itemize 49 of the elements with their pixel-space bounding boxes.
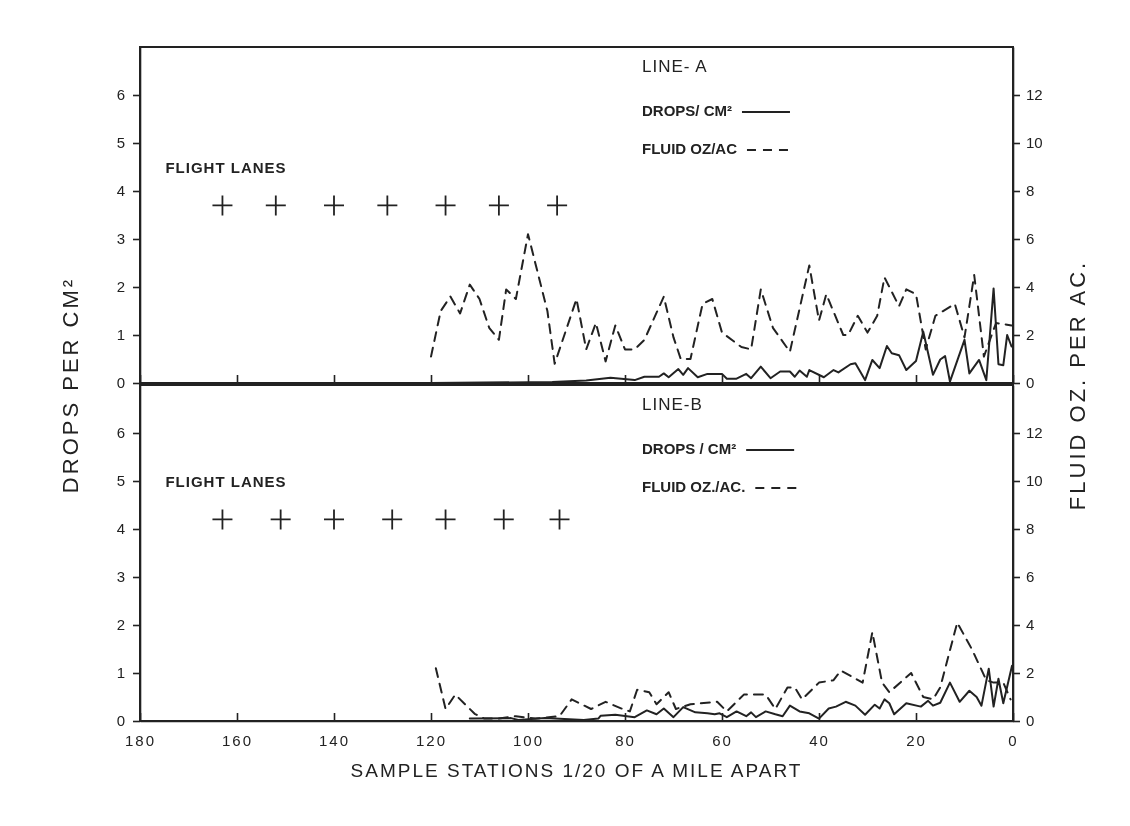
x-tick-label: 100	[512, 731, 545, 749]
x-tick-label: 20	[906, 731, 927, 749]
legend-label: FLUID OZ./AC.	[641, 478, 746, 495]
y2-tick-label: 12	[1026, 424, 1043, 442]
y-tick-label: 3	[116, 568, 125, 586]
y2-tick-label: 2	[1026, 664, 1035, 682]
y2-tick-label: 4	[1026, 616, 1035, 634]
legend-label: DROPS/ CM²	[641, 102, 732, 119]
x-tick-label: 160	[221, 731, 254, 749]
x-tick-label: 0	[1008, 731, 1019, 749]
legend-title: LINE- A	[641, 57, 708, 76]
y2-tick-label: 6	[1026, 230, 1035, 248]
x-tick-label: 180	[124, 731, 157, 749]
y-tick-label: 4	[116, 182, 125, 200]
y2-tick-label: 10	[1026, 472, 1043, 490]
y-tick-label: 1	[116, 664, 125, 682]
x-tick-label: 60	[712, 731, 733, 749]
y-tick-label: 6	[116, 424, 125, 442]
y-tick-label: 1	[116, 326, 125, 344]
x-axis-title: SAMPLE STATIONS 1/20 OF A MILE APART	[350, 760, 803, 781]
y-axis-title: DROPS PER CM²	[58, 276, 83, 494]
y2-tick-label: 0	[1026, 712, 1035, 730]
y-tick-label: 5	[116, 134, 125, 152]
y2-tick-label: 6	[1026, 568, 1035, 586]
legend-label: FLUID OZ/AC	[641, 140, 738, 157]
x-tick-label: 140	[318, 731, 351, 749]
y2-tick-label: 12	[1026, 86, 1043, 104]
x-tick-label: 80	[615, 731, 636, 749]
x-tick-label: 120	[415, 731, 448, 749]
y2-tick-label: 0	[1026, 374, 1035, 392]
legend-label: DROPS / CM²	[641, 440, 737, 457]
series-label: FLIGHT LANES	[165, 473, 287, 491]
series-label: FLIGHT LANES	[165, 159, 287, 177]
x-tick-label: 40	[809, 731, 830, 749]
y2-tick-label: 2	[1026, 326, 1035, 344]
y-tick-label: 0	[116, 712, 125, 730]
y2-tick-label: 8	[1026, 182, 1035, 200]
y-tick-label: 6	[116, 86, 125, 104]
y-tick-label: 3	[116, 230, 125, 248]
legend-title: LINE-B	[641, 395, 703, 414]
y-tick-label: 0	[116, 374, 125, 392]
y-tick-label: 5	[116, 472, 125, 490]
y2-tick-label: 4	[1026, 278, 1035, 296]
y2-tick-label: 10	[1026, 134, 1043, 152]
y-tick-label: 2	[116, 278, 125, 296]
y2-tick-label: 8	[1026, 520, 1035, 538]
y-tick-label: 4	[116, 520, 125, 538]
y2-axis-title: FLUID OZ. PER AC.	[1065, 259, 1090, 511]
y-tick-label: 2	[116, 616, 125, 634]
